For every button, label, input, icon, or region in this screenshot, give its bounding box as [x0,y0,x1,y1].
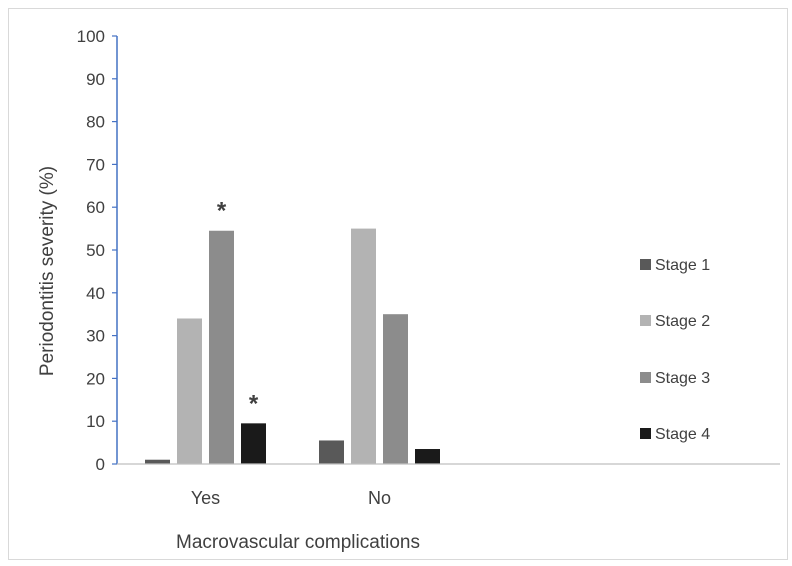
legend-swatch-stage-3 [640,372,651,383]
legend-label-stage-1: Stage 1 [655,257,710,274]
bar-no-stage-1 [319,440,344,464]
bar-yes-stage-2 [177,318,202,464]
bar-yes-stage-1 [145,459,170,464]
legend-label-stage-3: Stage 3 [655,370,710,387]
legend-label-stage-2: Stage 2 [655,313,710,330]
x-axis-label: Macrovascular complications [176,532,420,553]
bar-no-stage-2 [351,228,376,464]
y-axis-ticks: 0 10 20 30 40 50 60 70 80 90 100 [77,27,117,474]
bar-yes-stage-3 [209,230,234,464]
y-tick-label: 10 [86,412,105,431]
bars [145,228,440,464]
y-tick-label: 0 [96,455,105,474]
y-tick-label: 100 [77,27,105,46]
legend-label-stage-4: Stage 4 [655,426,710,443]
bar-no-stage-3 [383,314,408,464]
chart-frame [8,8,788,560]
x-category-label: No [368,488,391,508]
y-tick-label: 50 [86,241,105,260]
legend-swatch-stage-1 [640,259,651,270]
y-tick-label: 90 [86,70,105,89]
x-category-label: Yes [191,488,220,508]
y-axis-label: Periodontitis severity (%) [37,166,58,376]
y-tick-label: 20 [86,369,105,388]
legend-swatch-stage-4 [640,428,651,439]
y-tick-label: 60 [86,198,105,217]
bar-yes-stage-4 [241,423,266,464]
y-tick-label: 40 [86,284,105,303]
x-axis-categories: Yes No [191,488,391,508]
legend-swatch-stage-2 [640,315,651,326]
bar-no-stage-4 [415,449,440,464]
annotations: ** [217,198,259,418]
significance-asterisk: * [249,390,259,417]
y-tick-label: 80 [86,113,105,132]
y-tick-label: 30 [86,327,105,346]
y-tick-label: 70 [86,155,105,174]
significance-asterisk: * [217,198,227,225]
legend: Stage 1 Stage 2 Stage 3 Stage 4 [640,257,710,443]
